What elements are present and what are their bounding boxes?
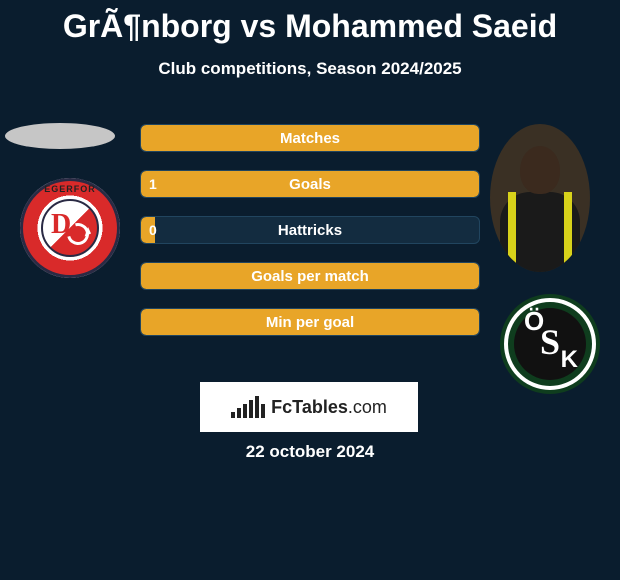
page-title: GrÃ¶nborg vs Mohammed Saeid <box>0 0 620 45</box>
player-right-jersey-stripe <box>508 192 516 272</box>
chart-icon-bar <box>249 400 253 418</box>
site-logo[interactable]: FcTables.com <box>200 382 418 432</box>
club-badge-right-letter: K <box>561 346 578 374</box>
stat-bar-label: Min per goal <box>141 309 479 335</box>
club-badge-right-letter: S <box>540 321 560 363</box>
player-right-jersey-stripe <box>564 192 572 272</box>
chart-icon-bar <box>231 412 235 418</box>
chart-icon-bar <box>261 404 265 418</box>
stat-bar: Goals per match <box>140 262 480 290</box>
stat-bar-label: Goals per match <box>141 263 479 289</box>
stat-bars: Matches 1Goals 0Hattricks Goals per match Mi… <box>140 124 480 354</box>
stat-bar-label: Matches <box>141 125 479 151</box>
club-badge-left-text: EGERFOR <box>20 184 120 194</box>
club-badge-left-inner: D <box>41 199 99 257</box>
chart-icon-bar <box>243 404 247 418</box>
player-right-photo <box>490 124 590 272</box>
club-badge-right: Ö S K <box>500 294 600 394</box>
stat-bar: 0Hattricks <box>140 216 480 244</box>
club-badge-right-inner: Ö S K <box>514 308 586 380</box>
stat-bar: 1Goals <box>140 170 480 198</box>
subtitle: Club competitions, Season 2024/2025 <box>0 59 620 79</box>
stat-bar: Matches <box>140 124 480 152</box>
stat-bar: Min per goal <box>140 308 480 336</box>
stat-bar-label: Hattricks <box>141 217 479 243</box>
date-text: 22 october 2024 <box>0 442 620 462</box>
player-left-placeholder <box>5 123 115 149</box>
chart-icon <box>231 396 265 418</box>
player-right-head <box>520 146 560 194</box>
chart-icon-bar <box>255 396 259 418</box>
stat-bar-label: Goals <box>141 171 479 197</box>
comparison-card: GrÃ¶nborg vs Mohammed Saeid Club competi… <box>0 0 620 580</box>
site-logo-text: FcTables.com <box>271 397 387 418</box>
club-badge-left: EGERFOR D <box>20 178 120 278</box>
chart-icon-bar <box>237 408 241 418</box>
